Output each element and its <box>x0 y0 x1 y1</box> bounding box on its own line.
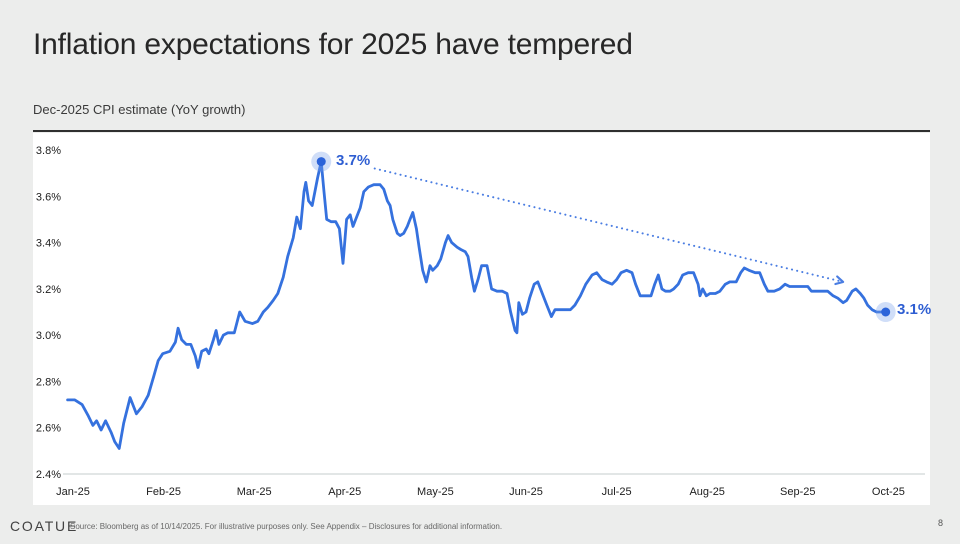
x-tick-label: Feb-25 <box>146 486 181 498</box>
y-tick-label: 2.4% <box>36 469 61 481</box>
chart-subtitle: Dec-2025 CPI estimate (YoY growth) <box>33 102 246 117</box>
series-line <box>66 160 888 450</box>
y-tick-label: 3.6% <box>36 191 61 203</box>
y-tick-label: 3.4% <box>36 238 61 250</box>
x-tick-label: May-25 <box>417 486 454 498</box>
page-number: 8 <box>938 518 944 528</box>
marker-dot <box>881 307 891 317</box>
coatue-logo: COATUE <box>10 518 79 534</box>
x-tick-label: Jun-25 <box>509 486 543 498</box>
x-tick-label: Oct-25 <box>872 486 905 498</box>
cpi-line-chart: 3.8% 3.6% 3.4% 3.2% 3.0% 2.8% 2.6% 2.4% Jan-25 Fe… <box>36 145 925 498</box>
trend-arrow-line <box>373 167 845 283</box>
x-tick-label: Apr-25 <box>328 486 361 498</box>
end-annotation: 3.1% <box>897 301 932 318</box>
trend-arrow-head <box>834 275 845 286</box>
chart-panel: 3.8% 3.6% 3.4% 3.2% 3.0% 2.8% 2.6% 2.4% Jan-25 Fe… <box>33 133 932 505</box>
y-tick-label: 2.6% <box>36 423 61 435</box>
peak-annotation: 3.7% <box>336 152 371 169</box>
x-tick-label: Aug-25 <box>689 486 724 498</box>
y-tick-label: 3.2% <box>36 284 61 296</box>
y-tick-label: 3.0% <box>36 330 61 342</box>
x-tick-label: Jan-25 <box>56 486 90 498</box>
source-text: Source: Bloomberg as of 10/14/2025. For … <box>70 522 503 531</box>
x-tick-label: Jul-25 <box>602 486 632 498</box>
page-title: Inflation expectations for 2025 have tem… <box>33 28 633 61</box>
x-tick-label: Mar-25 <box>237 486 272 498</box>
x-tick-label: Sep-25 <box>780 486 815 498</box>
marker-dot <box>316 157 326 167</box>
divider-rule <box>33 130 930 132</box>
y-tick-label: 3.8% <box>36 145 61 157</box>
y-tick-label: 2.8% <box>36 376 61 388</box>
